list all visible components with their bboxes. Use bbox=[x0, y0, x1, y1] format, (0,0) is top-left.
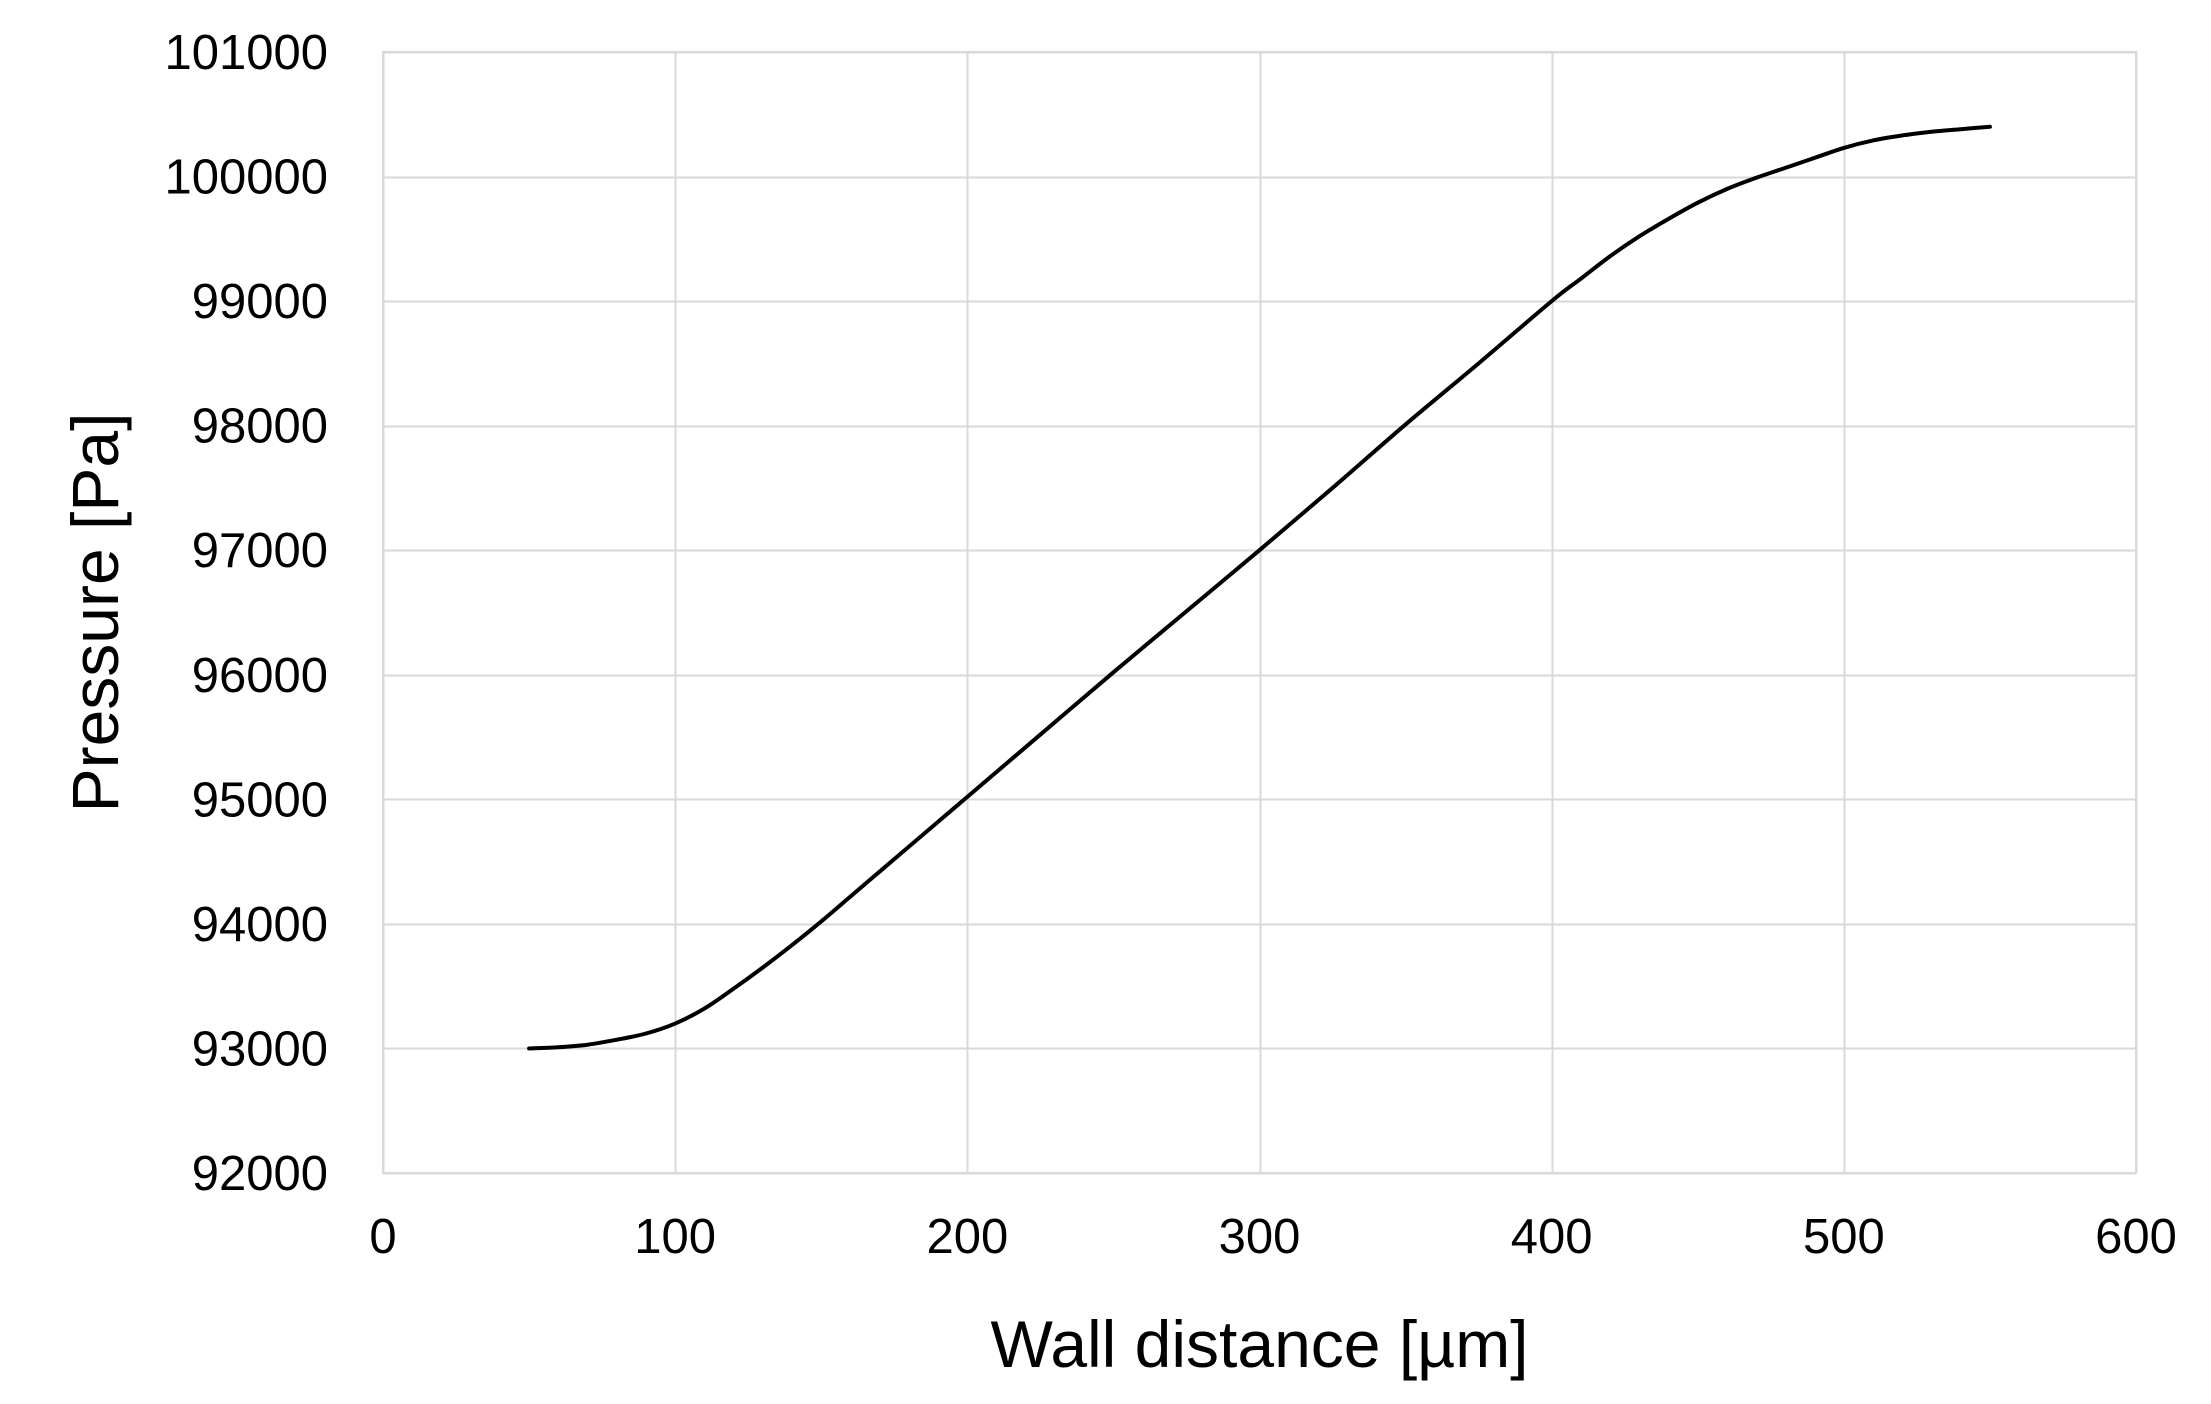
x-tick-label: 100 bbox=[634, 1210, 716, 1264]
plot-area-border bbox=[382, 51, 2137, 1174]
y-tick-label: 97000 bbox=[192, 524, 328, 578]
x-tick-label: 500 bbox=[1803, 1210, 1885, 1264]
grid-layer bbox=[382, 51, 2138, 1175]
y-tick-label: 95000 bbox=[192, 773, 328, 827]
pressure-series-line-0 bbox=[527, 124, 1992, 1051]
x-tick-label: 200 bbox=[926, 1210, 1008, 1264]
x-tick-label: 400 bbox=[1511, 1210, 1593, 1264]
x-axis-tick-labels: 0 100 200 300 400 500 600 bbox=[369, 1210, 2177, 1264]
y-tick-label: 92000 bbox=[192, 1147, 328, 1201]
y-tick-label: 93000 bbox=[192, 1022, 328, 1076]
x-axis-title: Wall distance [µm] bbox=[990, 1307, 1528, 1381]
series-layer bbox=[527, 124, 1992, 1051]
y-tick-label: 94000 bbox=[192, 898, 328, 952]
y-tick-label: 99000 bbox=[192, 275, 328, 329]
y-tick-label: 96000 bbox=[192, 649, 328, 703]
y-tick-label: 101000 bbox=[164, 26, 328, 80]
y-axis-title: Pressure [Pa] bbox=[58, 413, 132, 813]
x-tick-label: 0 bbox=[369, 1210, 396, 1264]
y-tick-label: 100000 bbox=[164, 151, 328, 205]
x-tick-label: 300 bbox=[1219, 1210, 1301, 1264]
x-tick-label: 600 bbox=[2095, 1210, 2177, 1264]
y-tick-label: 98000 bbox=[192, 400, 328, 454]
y-axis-tick-labels: 92000 93000 94000 95000 96000 97000 98000 99000… bbox=[164, 26, 328, 1201]
